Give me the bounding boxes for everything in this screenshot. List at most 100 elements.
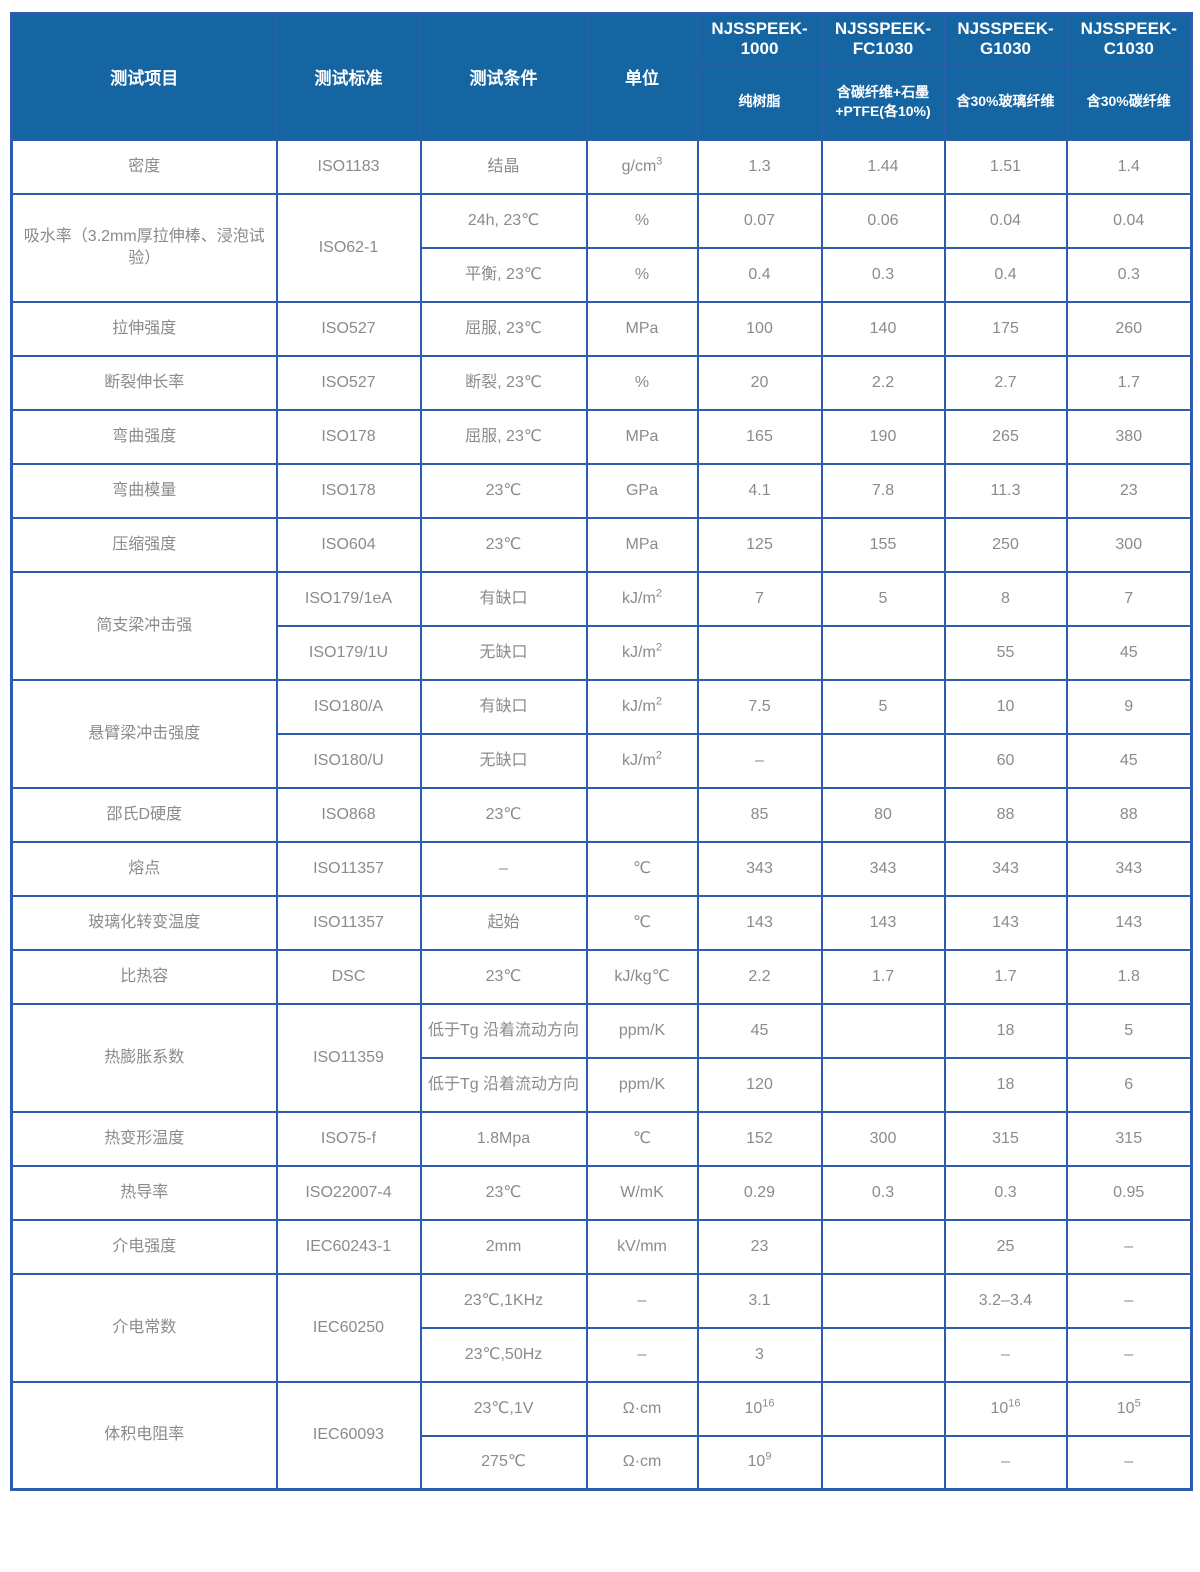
cell-value-njsspeek-g1030: 175 [943,300,1068,357]
header-row-descriptions: 纯树脂 含碳纤维+石墨+PTFE(各10%) 含30%玻璃纤维 含30%碳纤维 [12,62,1193,141]
table-row: 压缩强度 ISO604 23℃ MPa 125 155 250 300 [10,516,1193,573]
cell-value-njsspeek-g1030: 250 [943,516,1068,573]
cell-test-item: 介电强度 [10,1218,278,1275]
cell-test-condition: 断裂, 23℃ [419,354,588,411]
cell-value-njsspeek-g1030: 88 [943,786,1068,843]
cell-value-njsspeek-fc1030: 140 [820,300,946,357]
cell-value-njsspeek-1000: 1016 [696,1380,823,1437]
cell-test-condition: 无缺口 [419,624,588,681]
cell-value-njsspeek-c1030: 1.8 [1065,948,1193,1005]
cell-value-njsspeek-1000: 0.4 [696,246,823,303]
cell-test-item: 比热容 [10,948,278,1005]
cell-value-njsspeek-c1030: 105 [1065,1380,1193,1437]
cell-unit: ℃ [585,894,699,951]
cell-value-njsspeek-g1030: 1016 [943,1380,1068,1437]
cell-test-condition: – [419,840,588,897]
cell-value-njsspeek-1000 [696,624,823,681]
table-row: 比热容 DSC 23℃ kJ/kg℃ 2.2 1.7 1.7 1.8 [10,948,1193,1005]
table-row: 热膨胀系数 ISO11359 低于Tg 沿着流动方向 ppm/K 45 18 5 [10,1002,1193,1113]
cell-unit: % [585,354,699,411]
cell-value-njsspeek-1000: 143 [696,894,823,951]
cell-value-njsspeek-g1030: 1.7 [943,948,1068,1005]
cell-test-item: 体积电阻率 [10,1380,278,1491]
cell-test-condition: 24h, 23℃ [419,192,588,249]
cell-value-njsspeek-1000: – [696,732,823,789]
cell-value-njsspeek-1000: 85 [696,786,823,843]
cell-test-item: 邵氏D硬度 [10,786,278,843]
table-body: 密度 ISO1183 结晶 g/cm3 1.3 1.44 1.51 1.4 吸水率（3.2mm厚… [10,138,1193,1491]
cell-test-condition: 23℃ [419,786,588,843]
cell-value-njsspeek-g1030: 18 [943,1002,1068,1059]
cell-value-njsspeek-c1030: 45 [1065,624,1193,681]
cell-test-item: 介电常数 [10,1272,278,1383]
cell-value-njsspeek-c1030: 315 [1065,1110,1193,1167]
cell-unit: kJ/m2 [585,678,699,735]
cell-test-condition: 23℃,1V [419,1380,588,1437]
table-row: 密度 ISO1183 结晶 g/cm3 1.3 1.44 1.51 1.4 [10,138,1193,195]
cell-value-njsspeek-1000: 45 [696,1002,823,1059]
cell-value-njsspeek-c1030: 5 [1065,1002,1193,1059]
cell-unit: ℃ [585,840,699,897]
cell-test-standard: ISO1183 [275,138,422,195]
cell-value-njsspeek-1000: 0.07 [696,192,823,249]
cell-test-condition: 1.8Mpa [419,1110,588,1167]
cell-test-standard: ISO527 [275,300,422,357]
cell-value-njsspeek-c1030: 9 [1065,678,1193,735]
table-row: 断裂伸长率 ISO527 断裂, 23℃% 20 2.2 2.7 1.7 [10,354,1193,411]
cell-test-standard: ISO62-1 [275,192,422,303]
cell-value-njsspeek-c1030: 6 [1065,1056,1193,1113]
table-row: 玻璃化转变温度 ISO11357 起始 ℃ 143 143 143 143 [10,894,1193,951]
table-row: 拉伸强度 ISO527 屈服, 23℃ MPa 100 140 175 260 [10,300,1193,357]
cell-value-njsspeek-c1030: 45 [1065,732,1193,789]
cell-test-standard: ISO178 [275,462,422,519]
cell-value-njsspeek-1000: 3.1 [696,1272,823,1329]
header-desc-njsspeek-1000: 纯树脂 [696,62,823,141]
header-row-products: 测试项目 测试标准 测试条件 单位 NJSSPEEK-1000 NJSSPEEK… [10,12,1193,141]
header-desc-njsspeek-c1030: 含30%碳纤维 [1065,62,1193,141]
cell-unit: % [585,192,699,249]
cell-value-njsspeek-fc1030: 7.8 [820,462,946,519]
cell-test-item: 热导率 [10,1164,278,1221]
cell-test-standard: ISO179/1U [275,624,422,681]
cell-test-condition: 结晶 [419,138,588,195]
cell-value-njsspeek-c1030: 7 [1065,570,1193,627]
cell-value-njsspeek-fc1030 [820,1056,946,1113]
header-test-condition: 测试条件 [419,12,588,141]
header-test-item: 测试项目 [10,12,278,141]
cell-unit: g/cm3 [585,138,699,195]
cell-unit: kV/mm [585,1218,699,1275]
cell-value-njsspeek-fc1030 [820,732,946,789]
cell-test-item: 密度 [10,138,278,195]
cell-value-njsspeek-1000: 4.1 [696,462,823,519]
cell-value-njsspeek-g1030: 10 [943,678,1068,735]
cell-value-njsspeek-1000: 152 [696,1110,823,1167]
cell-test-item: 压缩强度 [10,516,278,573]
cell-value-njsspeek-1000: 2.2 [696,948,823,1005]
cell-value-njsspeek-fc1030: 300 [820,1110,946,1167]
cell-value-njsspeek-g1030: 60 [943,732,1068,789]
cell-unit: MPa [585,408,699,465]
cell-test-condition: 23℃ [419,462,588,519]
cell-test-condition: 有缺口 [419,570,588,627]
table-row: 平衡, 23℃% 0.4 0.3 0.4 0.3 [12,246,1193,303]
table-row: ISO179/1U 无缺口 kJ/m2 55 45 [12,624,1193,681]
cell-value-njsspeek-g1030: 343 [943,840,1068,897]
cell-test-standard: ISO604 [275,516,422,573]
cell-test-condition: 平衡, 23℃ [419,246,588,303]
cell-test-item: 弯曲强度 [10,408,278,465]
cell-value-njsspeek-1000: 100 [696,300,823,357]
cell-unit: ppm/K [585,1056,699,1113]
cell-test-condition: 低于Tg 沿着流动方向 [419,1002,588,1059]
cell-value-njsspeek-fc1030: 0.3 [820,1164,946,1221]
cell-unit: Ω·cm [585,1434,699,1491]
header-product-njsspeek-c1030: NJSSPEEK-C1030 [1065,12,1193,65]
cell-value-njsspeek-c1030: 23 [1065,462,1193,519]
table-row: 悬臂梁冲击强度 ISO180/A 有缺口 kJ/m2 7.5 5 10 9 [10,678,1193,789]
cell-value-njsspeek-c1030: 1.4 [1065,138,1193,195]
cell-value-njsspeek-fc1030: 5 [820,678,946,735]
cell-value-njsspeek-c1030: – [1065,1434,1193,1491]
cell-value-njsspeek-c1030: 143 [1065,894,1193,951]
cell-test-item: 热变形温度 [10,1110,278,1167]
cell-test-condition: 有缺口 [419,678,588,735]
cell-test-standard: ISO75-f [275,1110,422,1167]
